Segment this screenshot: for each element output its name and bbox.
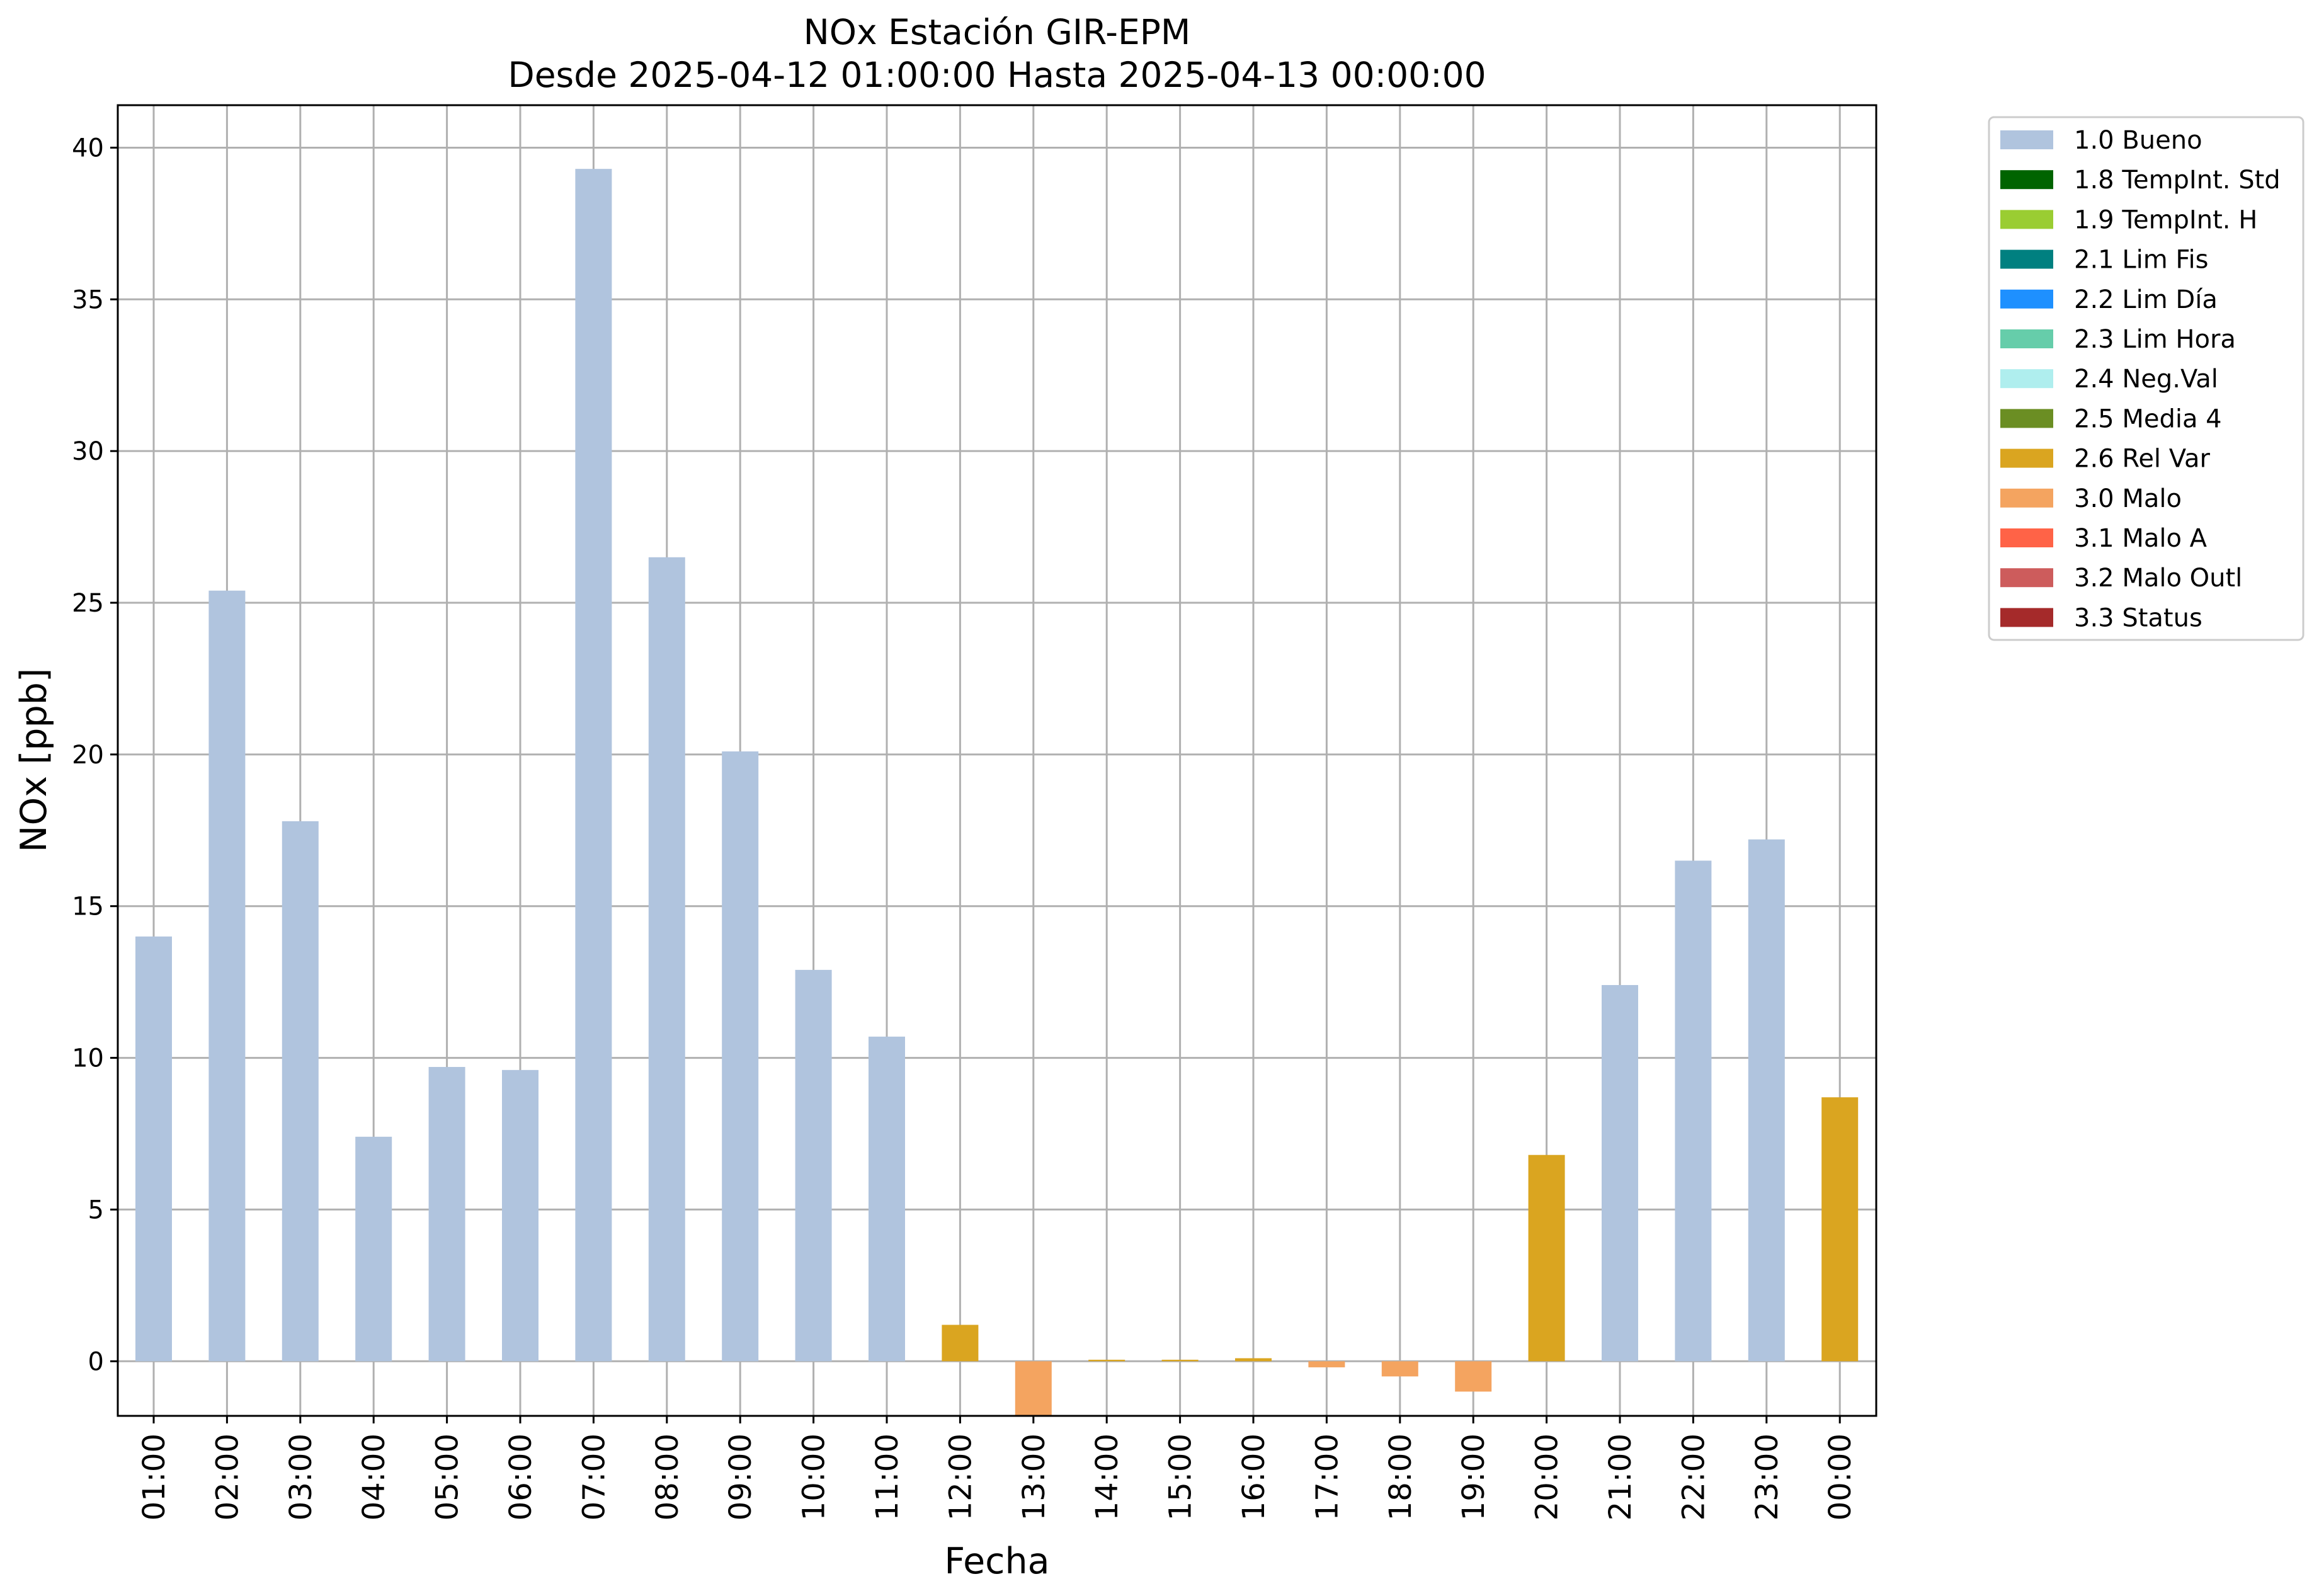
x-tick-label: 10:00 — [797, 1434, 832, 1520]
legend-label: 3.2 Malo Outl — [2074, 564, 2242, 593]
x-tick-label: 17:00 — [1309, 1434, 1345, 1520]
bar-17:00 — [1308, 1361, 1345, 1367]
legend-items: 1.0 Bueno 1.8 TempInt. Std 1.9 TempInt. H 2… — [2000, 126, 2281, 632]
bar-15:00 — [1161, 1359, 1199, 1362]
x-axis-ticks: 01:00 02:00 03:00 04:00 05:00 06:00 07:00 08:00… — [137, 1416, 1858, 1520]
legend-frame — [1988, 116, 2305, 641]
y-axis-label: NOx [ppb] — [13, 668, 55, 852]
x-tick-label: 14:00 — [1090, 1434, 1125, 1520]
x-tick-label: 04:00 — [356, 1434, 392, 1520]
legend-label: 2.3 Lim Hora — [2074, 325, 2236, 354]
legend-swatch — [2000, 448, 2053, 468]
legend-swatch — [2000, 130, 2053, 149]
bar-10:00 — [795, 969, 832, 1362]
bar-20:00 — [1528, 1154, 1565, 1362]
x-tick-label: 11:00 — [870, 1434, 905, 1520]
x-tick-label: 00:00 — [1823, 1434, 1858, 1520]
legend-label: 2.5 Media 4 — [2074, 404, 2222, 433]
legend-label: 1.0 Bueno — [2074, 126, 2202, 155]
y-tick-label: 20 — [72, 741, 104, 770]
y-tick-label: 0 — [88, 1347, 104, 1376]
legend-label: 2.2 Lim Día — [2074, 285, 2218, 314]
legend: 1.0 Bueno 1.8 TempInt. Std 1.9 TempInt. H 2… — [1988, 116, 2305, 641]
bar-03:00 — [282, 821, 319, 1362]
y-tick-label: 25 — [72, 589, 104, 618]
legend-label: 1.9 TempInt. H — [2074, 205, 2257, 234]
y-tick-label: 15 — [72, 892, 104, 921]
x-tick-label: 09:00 — [723, 1434, 758, 1520]
legend-swatch — [2000, 528, 2053, 547]
bar-16:00 — [1235, 1358, 1272, 1362]
legend-swatch — [2000, 409, 2053, 428]
legend-label: 3.1 Malo A — [2074, 524, 2208, 553]
x-tick-label: 23:00 — [1750, 1434, 1785, 1520]
plot-frame — [117, 104, 1877, 1417]
legend-swatch — [2000, 488, 2053, 508]
bar-05:00 — [428, 1067, 465, 1362]
x-tick-label: 21:00 — [1603, 1434, 1638, 1520]
x-axis-label: Fecha — [944, 1541, 1049, 1582]
bar-06:00 — [502, 1069, 538, 1362]
x-tick-label: 16:00 — [1236, 1434, 1272, 1520]
x-tick-label: 05:00 — [430, 1434, 465, 1520]
x-tick-label: 20:00 — [1530, 1434, 1565, 1520]
bar-04:00 — [355, 1136, 392, 1362]
legend-label: 1.8 TempInt. Std — [2074, 166, 2281, 195]
bar-23:00 — [1748, 839, 1785, 1362]
bar-22:00 — [1675, 860, 1712, 1362]
legend-swatch — [2000, 329, 2053, 348]
legend-swatch — [2000, 249, 2053, 269]
bar-08:00 — [648, 557, 685, 1362]
legend-swatch — [2000, 608, 2053, 627]
bar-09:00 — [722, 751, 759, 1362]
bar-19:00 — [1455, 1361, 1492, 1392]
chart-title: NOx Estación GIR-EPM — [804, 12, 1191, 52]
x-tick-label: 01:00 — [137, 1434, 172, 1520]
x-tick-label: 03:00 — [283, 1434, 319, 1520]
x-tick-label: 02:00 — [210, 1434, 245, 1520]
x-tick-label: 13:00 — [1017, 1434, 1052, 1520]
bar-01:00 — [135, 936, 172, 1362]
legend-swatch — [2000, 170, 2053, 190]
x-tick-label: 12:00 — [943, 1434, 978, 1520]
legend-label: 2.6 Rel Var — [2074, 445, 2211, 474]
legend-swatch — [2000, 289, 2053, 309]
bar-07:00 — [575, 169, 612, 1362]
x-tick-label: 15:00 — [1163, 1434, 1199, 1520]
bar-12:00 — [942, 1325, 979, 1362]
legend-swatch — [2000, 568, 2053, 588]
x-tick-label: 18:00 — [1383, 1434, 1418, 1520]
legend-label: 3.0 Malo — [2074, 484, 2182, 513]
legend-label: 2.1 Lim Fis — [2074, 246, 2208, 275]
x-tick-label: 07:00 — [576, 1434, 612, 1520]
x-tick-label: 22:00 — [1676, 1434, 1711, 1520]
bars — [135, 169, 1859, 1416]
legend-swatch — [2000, 369, 2053, 389]
x-tick-label: 06:00 — [503, 1434, 538, 1520]
x-tick-label: 08:00 — [650, 1434, 685, 1520]
bar-11:00 — [869, 1036, 905, 1362]
bar-18:00 — [1381, 1361, 1418, 1377]
y-tick-label: 5 — [88, 1195, 104, 1224]
legend-swatch — [2000, 210, 2053, 229]
bar-13:00 — [1015, 1361, 1052, 1416]
y-axis-ticks: 0 5 10 15 20 25 30 35 40 — [72, 134, 118, 1376]
y-tick-label: 10 — [72, 1044, 104, 1073]
y-tick-label: 30 — [72, 437, 104, 466]
bar-02:00 — [208, 590, 246, 1362]
chart-subtitle: Desde 2025-04-12 01:00:00 Hasta 2025-04-… — [508, 55, 1486, 95]
legend-label: 3.3 Status — [2074, 603, 2202, 632]
bar-00:00 — [1821, 1097, 1859, 1362]
y-tick-label: 40 — [72, 134, 104, 162]
x-tick-label: 19:00 — [1456, 1434, 1491, 1520]
y-tick-label: 35 — [72, 285, 104, 314]
bar-21:00 — [1602, 984, 1638, 1362]
bar-14:00 — [1088, 1359, 1125, 1362]
legend-label: 2.4 Neg.Val — [2074, 365, 2218, 394]
